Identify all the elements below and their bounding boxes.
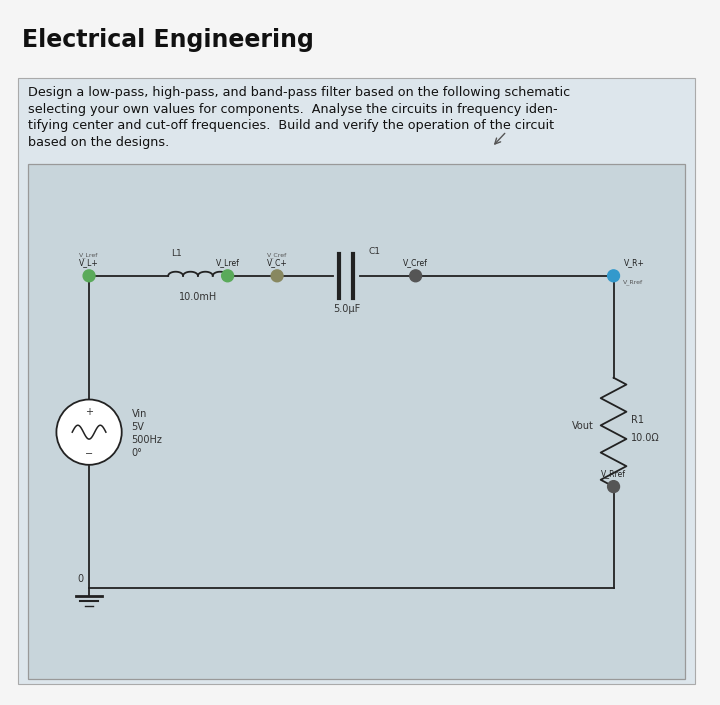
Bar <box>18 78 695 684</box>
Text: V_Rref: V_Rref <box>601 469 626 478</box>
Text: −: − <box>85 449 93 459</box>
Text: 10.0Ω: 10.0Ω <box>631 433 660 443</box>
Text: V_Cref: V_Cref <box>403 258 428 267</box>
Text: 10.0mH: 10.0mH <box>179 292 217 302</box>
Text: Electrical Engineering: Electrical Engineering <box>22 28 314 52</box>
Text: R1: R1 <box>631 415 644 425</box>
Text: 5.0µF: 5.0µF <box>333 304 360 314</box>
Circle shape <box>608 270 619 282</box>
Text: 0°: 0° <box>132 448 143 458</box>
Text: selecting your own values for components.  Analyse the circuits in frequency ide: selecting your own values for components… <box>27 103 557 116</box>
Text: V_L+: V_L+ <box>79 258 99 267</box>
Text: +: + <box>85 407 93 417</box>
Circle shape <box>83 270 95 282</box>
Circle shape <box>271 270 283 282</box>
Text: 0: 0 <box>77 574 83 584</box>
Text: Design a low-pass, high-pass, and band-pass filter based on the following schema: Design a low-pass, high-pass, and band-p… <box>27 86 570 99</box>
Text: 500Hz: 500Hz <box>132 435 163 445</box>
Text: V_Cref: V_Cref <box>267 252 287 258</box>
Text: V_Lref: V_Lref <box>79 252 99 258</box>
Text: based on the designs.: based on the designs. <box>27 136 169 149</box>
Text: tifying center and cut-off frequencies.  Build and verify the operation of the c: tifying center and cut-off frequencies. … <box>27 119 554 133</box>
Text: Vout: Vout <box>572 421 594 431</box>
Text: 5V: 5V <box>132 422 145 432</box>
Text: C1: C1 <box>368 247 380 256</box>
Text: V_C+: V_C+ <box>266 258 287 267</box>
Text: V_Lref: V_Lref <box>216 258 240 267</box>
Circle shape <box>56 400 122 465</box>
Circle shape <box>608 481 619 493</box>
Text: Vin: Vin <box>132 410 147 419</box>
Text: L1: L1 <box>171 249 181 258</box>
Bar <box>27 164 685 679</box>
Circle shape <box>410 270 422 282</box>
Circle shape <box>222 270 233 282</box>
Text: V_R+: V_R+ <box>624 258 644 267</box>
Text: V_Rref: V_Rref <box>624 280 644 286</box>
